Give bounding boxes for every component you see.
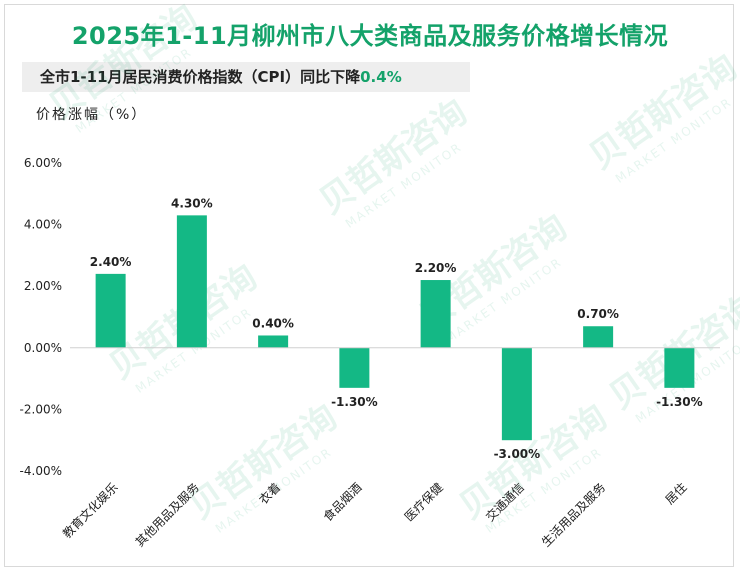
value-label: -1.30% [656,395,703,409]
y-axis-ticks: 6.00% 4.00% 2.00% 0.00% -2.00% -4.00% [20,156,62,478]
value-label: 2.20% [415,261,457,275]
bar [420,280,451,348]
subtitle: 全市1-11月居民消费价格指数（CPI）同比下降0.4% [40,66,402,87]
bar [339,347,370,388]
subtitle-text: 全市1-11月居民消费价格指数（CPI）同比下降 [40,68,361,86]
bar [176,215,207,348]
value-label: 0.70% [577,307,619,321]
bar [258,335,289,348]
bars [95,215,695,441]
value-label: 2.40% [90,255,132,269]
y-tick-label: -4.00% [20,464,62,478]
x-tick-label: 居住 [663,480,690,507]
y-tick-label: 6.00% [24,156,62,170]
chart-title: 2025年1-11月柳州市八大类商品及服务价格增长情况 [71,22,669,50]
value-label: -3.00% [494,447,541,461]
bar [95,273,126,348]
bar [501,347,532,441]
x-tick-label: 其他用品及服务 [132,480,202,550]
x-tick-label: 医疗保健 [402,480,446,524]
value-label: -1.30% [331,395,378,409]
value-label: 4.30% [171,196,213,210]
subtitle-highlight: 0.4% [360,68,402,86]
value-labels: 2.40% 4.30% 0.40% -1.30% 2.20% -3.00% 0.70% -1.… [90,196,703,461]
y-axis-label: 价格涨幅（%） [36,107,148,123]
bar [583,326,614,348]
chart-frame [4,4,734,567]
value-label: 0.40% [252,316,294,330]
y-tick-label: -2.00% [20,402,62,416]
x-tick-label: 教育文化娱乐 [59,480,121,542]
x-axis-labels: 教育文化娱乐 其他用品及服务 衣着 食品烟酒 医疗保健 交通通信 生活用品及服务 居住 [59,480,689,550]
y-tick-label: 4.00% [24,218,62,232]
x-tick-label: 食品烟酒 [320,480,365,525]
bar [664,347,695,388]
subtitle-box [22,62,470,92]
y-tick-label: 2.00% [24,279,62,293]
y-tick-label: 0.00% [24,341,62,355]
